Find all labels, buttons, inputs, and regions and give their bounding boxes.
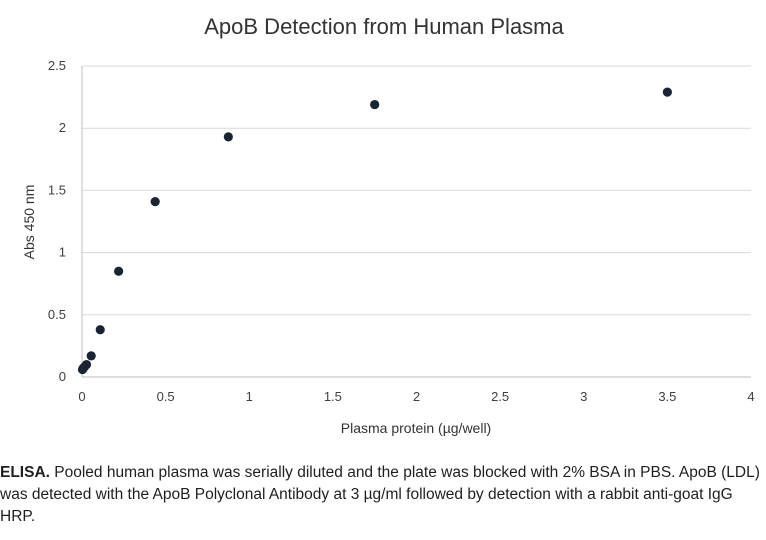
- x-tick-label: 4: [747, 389, 754, 404]
- data-point: [114, 266, 124, 276]
- x-tick-label: 1.5: [324, 389, 342, 404]
- data-point: [95, 325, 105, 335]
- data-point: [86, 351, 96, 361]
- data-point: [370, 99, 380, 110]
- data-point: [662, 87, 672, 97]
- chart-title: ApoB Detection from Human Plasma: [204, 14, 564, 39]
- y-tick-label: 2: [59, 120, 66, 135]
- figure-caption: ELISA. Pooled human plasma was serially …: [0, 462, 766, 528]
- y-tick-label: 1.5: [48, 182, 66, 197]
- data-point: [150, 196, 160, 207]
- x-tick-label: 2: [413, 389, 420, 404]
- y-tick-label: 0: [59, 369, 66, 384]
- x-axis-label: Plasma protein (µg/well): [341, 420, 491, 436]
- x-axis-ticks: 0 0.5 1 1.5 2 2.5 3 3.5 4: [78, 389, 754, 404]
- y-tick-label: 0.5: [48, 307, 66, 322]
- y-axis-label: Abs 450 nm: [21, 185, 37, 260]
- x-tick-label: 1: [246, 389, 253, 404]
- x-tick-label: 3.5: [658, 389, 676, 404]
- data-point: [223, 132, 233, 142]
- x-tick-label: 2.5: [491, 389, 509, 404]
- caption-bold-label: ELISA.: [0, 464, 50, 481]
- scatter-chart: ApoB Detection from Human Plasma 0 0.5 1 1.…: [21, 14, 755, 436]
- x-tick-label: 0: [78, 389, 85, 404]
- data-point: [77, 364, 88, 375]
- y-tick-label: 2.5: [48, 58, 66, 73]
- y-tick-label: 1: [59, 245, 66, 260]
- y-axis-ticks: 0 0.5 1 1.5 2 2.5: [48, 58, 66, 384]
- caption-text: Pooled human plasma was serially diluted…: [0, 464, 760, 525]
- gridlines: [81, 65, 751, 378]
- data-points: [77, 87, 672, 375]
- x-tick-label: 3: [580, 389, 587, 404]
- x-tick-label: 0.5: [157, 389, 175, 404]
